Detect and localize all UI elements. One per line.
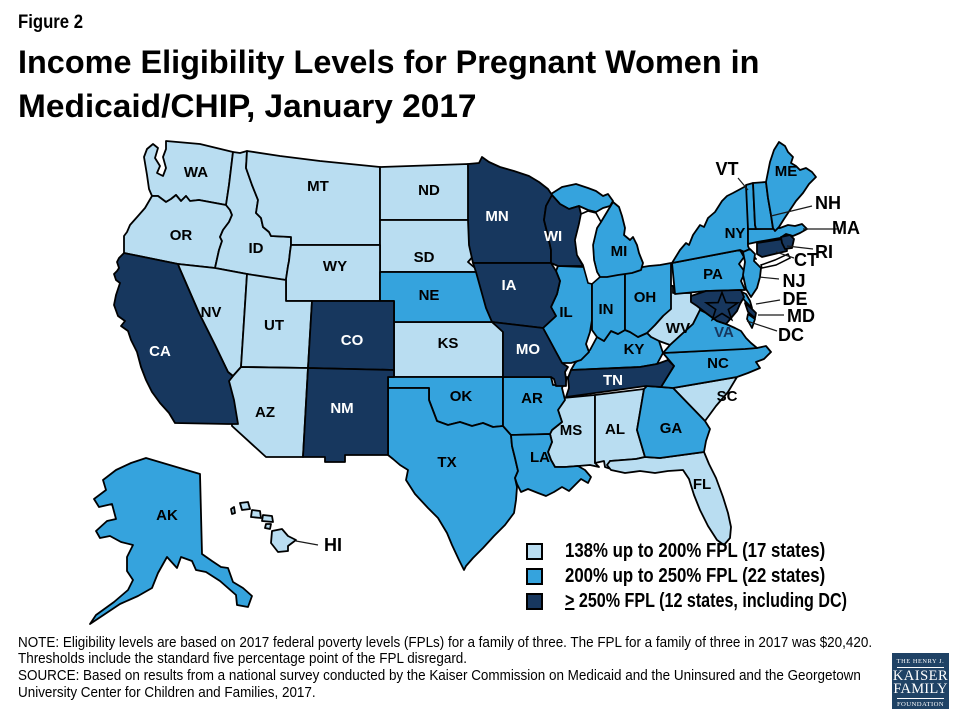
svg-text:CO: CO <box>341 332 364 349</box>
svg-text:ID: ID <box>249 240 264 257</box>
svg-text:DE: DE <box>782 289 807 309</box>
svg-text:UT: UT <box>264 317 284 334</box>
svg-text:MT: MT <box>307 178 329 195</box>
svg-text:NM: NM <box>330 400 353 417</box>
svg-text:ND: ND <box>418 182 440 199</box>
svg-text:WY: WY <box>323 258 347 275</box>
svg-text:MO: MO <box>516 341 540 358</box>
svg-text:LA: LA <box>530 449 550 466</box>
svg-text:NC: NC <box>707 355 729 372</box>
svg-text:IN: IN <box>599 301 614 318</box>
svg-text:NJ: NJ <box>782 271 805 291</box>
svg-text:CT: CT <box>794 250 818 270</box>
svg-text:MI: MI <box>611 243 628 260</box>
svg-text:AR: AR <box>521 390 543 407</box>
svg-text:OK: OK <box>450 388 473 405</box>
svg-text:OH: OH <box>634 289 657 306</box>
svg-text:ME: ME <box>775 163 798 180</box>
svg-text:NY: NY <box>725 225 746 242</box>
svg-text:SC: SC <box>717 388 738 405</box>
svg-text:NV: NV <box>201 304 222 321</box>
svg-text:NH: NH <box>815 193 841 213</box>
svg-text:WA: WA <box>184 164 208 181</box>
svg-text:CA: CA <box>149 343 171 360</box>
svg-text:SD: SD <box>414 249 435 266</box>
svg-text:VA: VA <box>714 324 734 341</box>
svg-text:OR: OR <box>170 227 193 244</box>
svg-text:KS: KS <box>438 335 459 352</box>
svg-text:FL: FL <box>693 476 711 493</box>
svg-text:MN: MN <box>485 208 508 225</box>
svg-text:MA: MA <box>832 218 860 238</box>
svg-text:KY: KY <box>624 341 645 358</box>
svg-text:PA: PA <box>703 266 723 283</box>
svg-text:WI: WI <box>544 228 562 245</box>
svg-text:GA: GA <box>660 420 683 437</box>
svg-text:DC: DC <box>778 325 804 345</box>
svg-text:TN: TN <box>603 372 623 389</box>
svg-text:WV: WV <box>666 320 690 337</box>
svg-text:AZ: AZ <box>255 404 275 421</box>
svg-text:IL: IL <box>559 304 572 321</box>
svg-text:VT: VT <box>715 159 738 179</box>
svg-text:TX: TX <box>437 454 456 471</box>
svg-text:HI: HI <box>324 535 342 555</box>
svg-text:IA: IA <box>502 277 517 294</box>
svg-text:MD: MD <box>787 306 815 326</box>
svg-text:NE: NE <box>419 287 440 304</box>
svg-text:RI: RI <box>815 242 833 262</box>
svg-text:AL: AL <box>605 421 625 438</box>
svg-text:MS: MS <box>560 422 583 439</box>
svg-text:AK: AK <box>156 507 178 524</box>
